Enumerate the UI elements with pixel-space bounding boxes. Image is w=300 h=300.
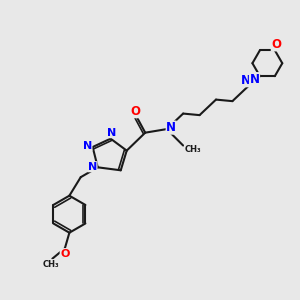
Text: N: N <box>88 162 97 172</box>
Text: O: O <box>130 105 140 118</box>
Text: N: N <box>83 140 92 151</box>
Text: CH₃: CH₃ <box>184 145 201 154</box>
Text: N: N <box>106 128 116 138</box>
Text: O: O <box>60 249 70 259</box>
Text: N: N <box>166 121 176 134</box>
Text: CH₃: CH₃ <box>43 260 59 268</box>
Text: O: O <box>271 38 281 51</box>
Text: N: N <box>250 73 260 85</box>
Text: N: N <box>241 74 251 87</box>
